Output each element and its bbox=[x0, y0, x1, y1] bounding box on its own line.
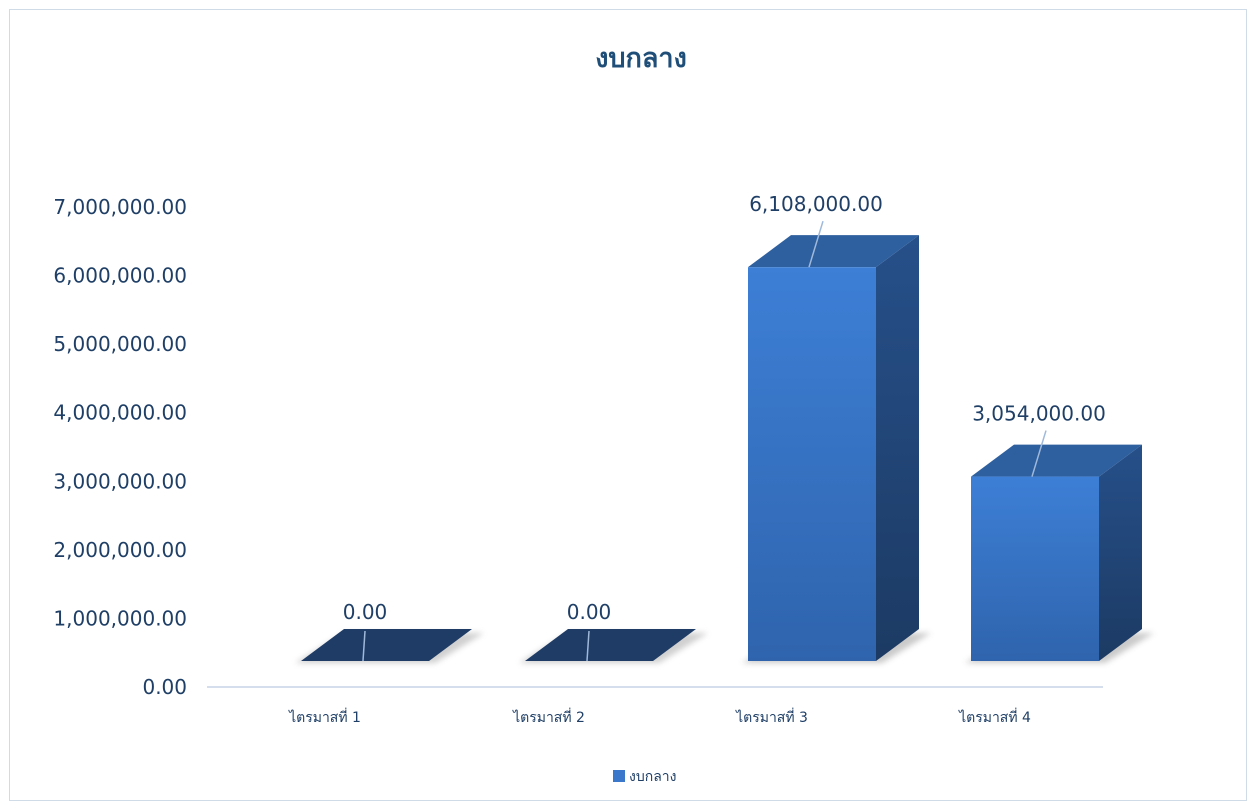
chart-frame: งบกลาง 0.00 1,000,000.00 2,000,000.00 3,000… bbox=[9, 9, 1247, 801]
x-tick-label: ไตรมาสที่ 3 bbox=[735, 708, 808, 726]
bar-top bbox=[748, 235, 919, 268]
y-axis: 0.00 1,000,000.00 2,000,000.00 3,000,000.00… bbox=[53, 195, 187, 699]
x-tick-label: ไตรมาสที่ 2 bbox=[512, 708, 585, 726]
bars: 0.00 0.00 6,108,000.00 3,054,000.00 bbox=[295, 192, 1154, 663]
bar-side bbox=[876, 235, 919, 661]
bar-top bbox=[971, 444, 1142, 477]
y-tick-label: 5,000,000.00 bbox=[53, 332, 187, 356]
bar-side bbox=[1099, 444, 1142, 661]
y-tick-label: 0.00 bbox=[142, 675, 187, 699]
data-label-leader bbox=[586, 630, 590, 662]
data-label-leader bbox=[808, 220, 824, 268]
bar-group: 0.00 bbox=[519, 600, 708, 663]
y-tick-label: 1,000,000.00 bbox=[53, 606, 187, 630]
data-label: 0.00 bbox=[567, 600, 612, 624]
y-tick-label: 4,000,000.00 bbox=[53, 401, 187, 425]
bar-group: 3,054,000.00 bbox=[965, 402, 1154, 663]
bar-group: 0.00 bbox=[295, 600, 484, 663]
legend-label: งบกลาง bbox=[629, 769, 676, 785]
legend-swatch bbox=[613, 770, 625, 782]
bar bbox=[301, 629, 472, 661]
data-label-leader bbox=[1031, 430, 1047, 477]
data-label-leader bbox=[362, 630, 366, 662]
bar-group: 6,108,000.00 bbox=[742, 192, 931, 663]
x-axis: ไตรมาสที่ 1 ไตรมาสที่ 2 ไตรมาสที่ 3 ไตรมาสท… bbox=[207, 686, 1103, 726]
bar bbox=[748, 267, 876, 661]
legend: งบกลาง bbox=[613, 769, 676, 785]
y-tick-label: 6,000,000.00 bbox=[53, 264, 187, 288]
y-tick-label: 3,000,000.00 bbox=[53, 469, 187, 493]
bar bbox=[525, 629, 696, 661]
data-label: 0.00 bbox=[343, 600, 388, 624]
y-tick-label: 2,000,000.00 bbox=[53, 538, 187, 562]
bar-chart: งบกลาง 0.00 1,000,000.00 2,000,000.00 3,000… bbox=[53, 43, 1154, 785]
x-tick-label: ไตรมาสที่ 4 bbox=[958, 708, 1031, 726]
x-tick-label: ไตรมาสที่ 1 bbox=[288, 708, 361, 726]
data-label: 6,108,000.00 bbox=[749, 192, 883, 216]
data-label: 3,054,000.00 bbox=[972, 402, 1106, 426]
chart-title: งบกลาง bbox=[595, 43, 687, 74]
y-tick-label: 7,000,000.00 bbox=[53, 195, 187, 219]
bar bbox=[971, 476, 1099, 661]
